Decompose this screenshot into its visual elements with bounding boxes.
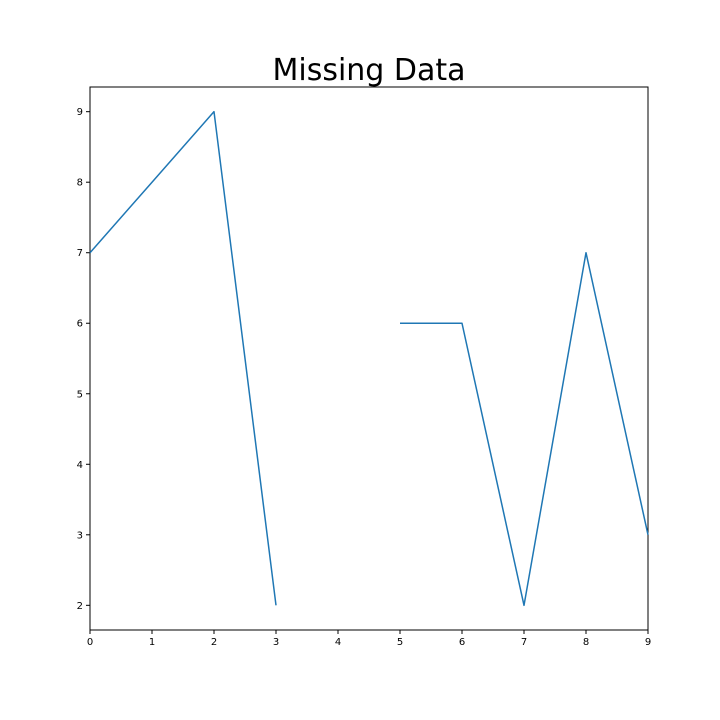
series-line-segment — [89, 110, 277, 606]
y-tick-label: 2 — [77, 601, 83, 612]
x-tick-label: 0 — [87, 637, 93, 648]
x-tick-label: 4 — [335, 637, 341, 648]
x-tick-label: 7 — [521, 637, 527, 648]
x-tick-label: 3 — [273, 637, 279, 648]
y-tick-label: 8 — [77, 178, 83, 189]
x-tick-label: 9 — [645, 637, 651, 648]
x-tick-label: 6 — [459, 637, 465, 648]
y-tick-label: 5 — [77, 389, 83, 400]
x-tick-label: 2 — [211, 637, 217, 648]
y-tick-label: 6 — [77, 319, 83, 330]
series-line-segment — [400, 251, 649, 607]
x-tick-label: 1 — [149, 637, 155, 648]
x-tick-label: 5 — [397, 637, 403, 648]
y-tick-label: 4 — [77, 460, 83, 471]
plot-area: 0 1 2 3 4 5 6 7 8 9 2 3 4 5 6 7 8 9 — [77, 86, 651, 648]
x-tick-label: 8 — [583, 637, 589, 648]
y-tick-label: 9 — [77, 107, 83, 118]
axes-frame — [89, 86, 649, 631]
y-tick-label: 3 — [77, 530, 83, 541]
chart-title: Missing Data — [272, 53, 465, 88]
y-tick-label: 7 — [77, 248, 83, 259]
